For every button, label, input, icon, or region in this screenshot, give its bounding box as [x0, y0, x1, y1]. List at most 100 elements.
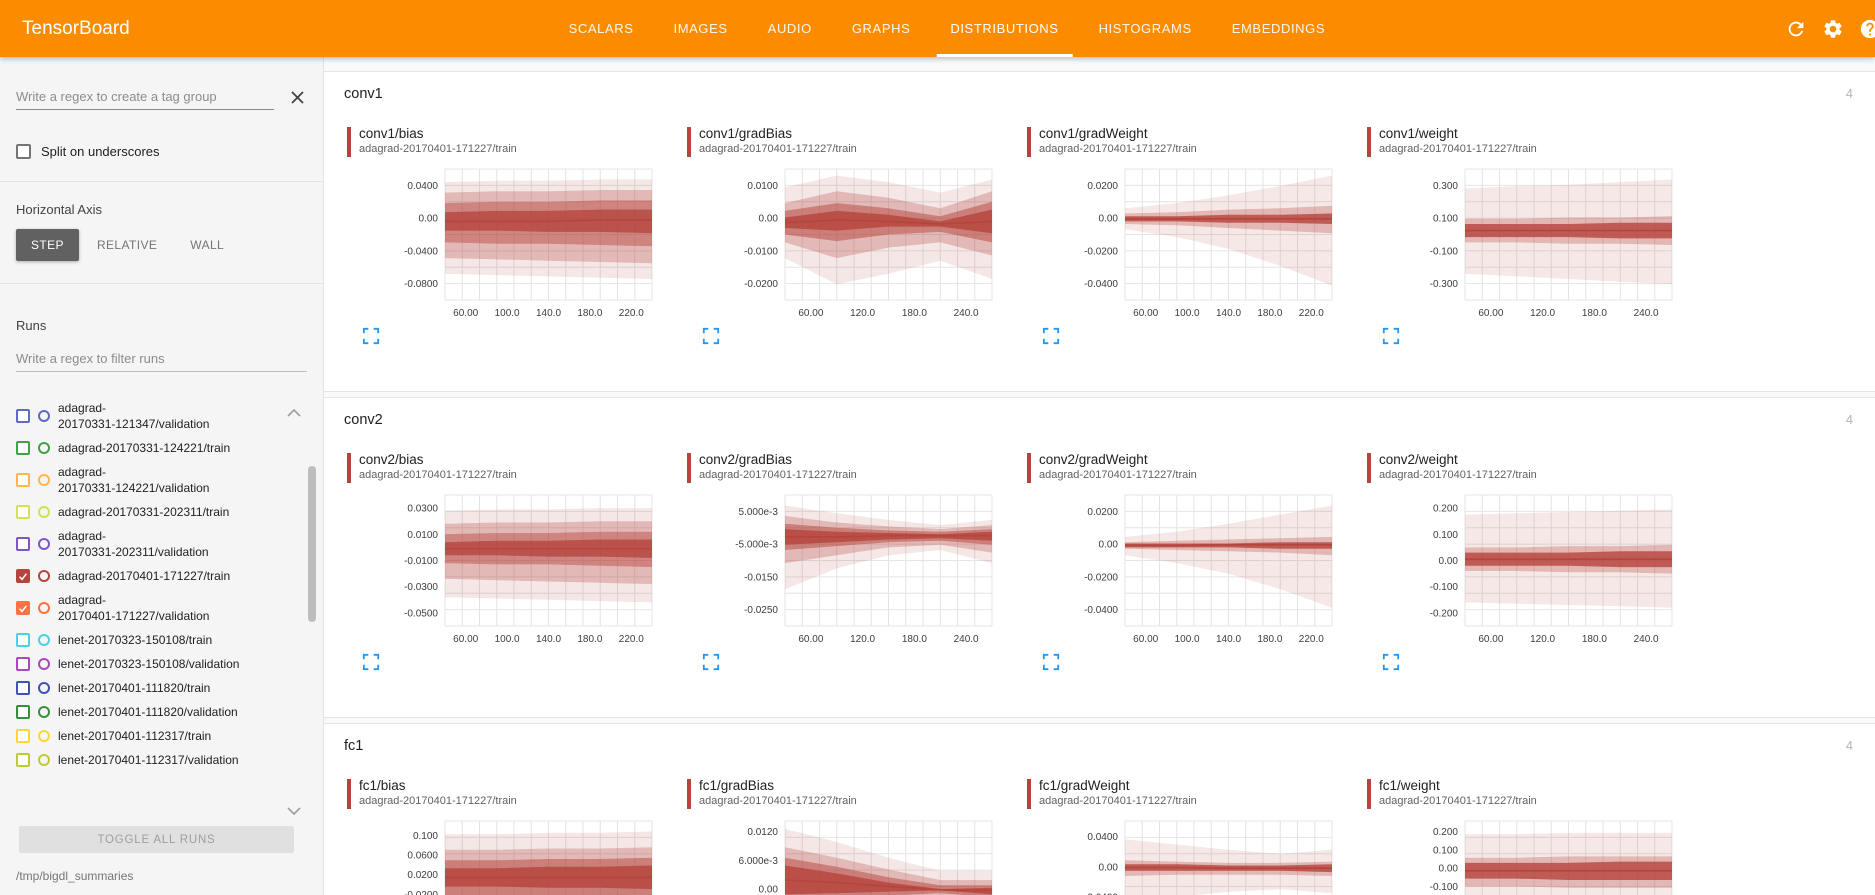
refresh-button[interactable] — [1784, 17, 1808, 41]
run-row[interactable]: adagrad- 20170331-124221/validation — [16, 460, 271, 500]
run-row[interactable]: adagrad- 20170331-121347/validation — [16, 396, 271, 436]
run-checkbox[interactable] — [16, 681, 30, 695]
tab-distributions[interactable]: DISTRIBUTIONS — [936, 0, 1073, 57]
run-checkbox[interactable] — [16, 705, 30, 719]
distribution-plot[interactable]: 0.100 0.0600 0.0200 -0.0200 — [347, 817, 657, 895]
run-row[interactable]: adagrad-20170331-202311/train — [16, 500, 271, 524]
expand-icon — [362, 327, 380, 345]
expand-chart-button[interactable] — [1382, 653, 1402, 673]
distribution-plot[interactable]: 0.0200 0.00 -0.0200 -0.0400 60.00 100.0 140.0 1… — [1027, 491, 1337, 649]
run-checkbox[interactable] — [16, 505, 30, 519]
tab-scalars[interactable]: SCALARS — [568, 21, 634, 36]
x-tick-label: 100.0 — [495, 634, 520, 645]
toggle-all-runs-button[interactable]: TOGGLE ALL RUNS — [19, 826, 294, 853]
run-color-circle[interactable] — [38, 706, 50, 718]
run-checkbox[interactable] — [16, 633, 30, 647]
run-color-circle[interactable] — [38, 410, 50, 422]
distribution-plot[interactable]: 0.0400 0.00 -0.0400 -0.0800 60.00 100.0 140.0 1… — [347, 165, 657, 323]
distribution-plot[interactable]: 0.200 0.100 0.00 -0.100 -0.200 60.00 120.0 180.… — [1367, 491, 1677, 649]
distribution-plot[interactable]: 0.0100 0.00 -0.0100 -0.0200 60.00 120.0 180.0 2… — [687, 165, 997, 323]
runs-filter-input[interactable] — [16, 345, 307, 372]
y-tick-label: -0.0100 — [404, 556, 438, 567]
run-color-circle[interactable] — [38, 730, 50, 742]
distribution-plot[interactable]: 0.200 0.100 0.00 -0.100 — [1367, 817, 1677, 895]
scroll-down-icon[interactable] — [287, 807, 301, 815]
x-tick-label: 180.0 — [577, 308, 602, 319]
x-tick-label: 60.00 — [453, 308, 478, 319]
run-color-circle[interactable] — [38, 602, 50, 614]
run-checkbox[interactable] — [16, 537, 30, 551]
axis-option-step[interactable]: STEP — [16, 229, 79, 261]
distribution-plot[interactable]: 5.000e-3 -5.000e-3 -0.0150 -0.0250 60.00 120.… — [687, 491, 997, 649]
run-row[interactable]: lenet-20170401-111820/validation — [16, 700, 271, 724]
run-row[interactable]: adagrad-20170331-124221/train — [16, 436, 271, 460]
tab-graphs[interactable]: GRAPHS — [851, 21, 911, 36]
run-row[interactable]: lenet-20170323-150108/validation — [16, 652, 271, 676]
split-underscores-checkbox[interactable] — [16, 144, 31, 159]
gear-icon — [1824, 19, 1842, 38]
axis-option-wall[interactable]: WALL — [190, 238, 225, 252]
run-checkbox[interactable] — [16, 657, 30, 671]
run-color-circle[interactable] — [38, 754, 50, 766]
scroll-up-icon[interactable] — [287, 409, 301, 417]
expand-chart-button[interactable] — [1042, 653, 1062, 673]
section-header-conv2[interactable]: conv2 4 — [324, 398, 1875, 441]
y-tick-label: 0.200 — [1433, 827, 1458, 838]
distribution-plot[interactable]: 0.0300 0.0100 -0.0100 -0.0300 -0.0500 60.00 10… — [347, 491, 657, 649]
distribution-plot[interactable]: 0.0200 0.00 -0.0200 -0.0400 60.00 100.0 140.0 1… — [1027, 165, 1337, 323]
run-checkbox[interactable] — [16, 753, 30, 767]
run-color-circle[interactable] — [38, 506, 50, 518]
help-button[interactable] — [1858, 17, 1875, 41]
expand-chart-button[interactable] — [702, 327, 722, 347]
run-row[interactable]: adagrad-20170401-171227/train — [16, 564, 271, 588]
distribution-plot[interactable]: 0.0120 6.000e-3 0.00 — [687, 817, 997, 895]
axis-option-relative[interactable]: RELATIVE — [96, 238, 158, 252]
y-tick-label: 0.0100 — [407, 530, 438, 541]
run-color-circle[interactable] — [38, 634, 50, 646]
expand-chart-button[interactable] — [1042, 327, 1062, 347]
x-tick-label: 140.0 — [1216, 634, 1241, 645]
runs-scrollbar-thumb[interactable] — [308, 466, 316, 622]
tab-embeddings[interactable]: EMBEDDINGS — [1231, 21, 1326, 36]
run-checkbox[interactable] — [16, 729, 30, 743]
chart-run-name: adagrad-20170401-171227/train — [699, 795, 857, 807]
run-color-bar — [1027, 453, 1031, 483]
section-header-fc1[interactable]: fc1 4 — [324, 724, 1875, 767]
run-color-circle[interactable] — [38, 682, 50, 694]
run-row[interactable]: lenet-20170401-112317/train — [16, 724, 271, 748]
run-color-circle[interactable] — [38, 570, 50, 582]
run-row[interactable]: lenet-20170401-112317/validation — [16, 748, 271, 772]
app-title: TensorBoard — [22, 17, 130, 39]
expand-chart-button[interactable] — [362, 653, 382, 673]
close-icon[interactable] — [288, 88, 307, 107]
distribution-plot[interactable]: 0.300 0.100 -0.100 -0.300 60.00 120.0 180.0 240… — [1367, 165, 1677, 323]
split-underscores-checkbox-row[interactable]: Split on underscores — [16, 144, 307, 159]
run-color-circle[interactable] — [38, 538, 50, 550]
run-row[interactable]: adagrad- 20170331-202311/validation — [16, 524, 271, 564]
run-checkbox[interactable] — [16, 601, 30, 615]
tab-audio[interactable]: AUDIO — [767, 21, 812, 36]
run-checkbox[interactable] — [16, 441, 30, 455]
expand-chart-button[interactable] — [362, 327, 382, 347]
y-tick-label: 0.0300 — [407, 504, 438, 515]
run-checkbox[interactable] — [16, 473, 30, 487]
expand-chart-button[interactable] — [1382, 327, 1402, 347]
run-row[interactable]: lenet-20170323-150108/train — [16, 628, 271, 652]
settings-button[interactable] — [1821, 17, 1845, 41]
run-checkbox[interactable] — [16, 569, 30, 583]
tag-regex-input[interactable] — [16, 83, 274, 110]
tab-images[interactable]: IMAGES — [673, 21, 728, 36]
section-header-conv1[interactable]: conv1 4 — [324, 72, 1875, 115]
run-color-circle[interactable] — [38, 474, 50, 486]
run-color-circle[interactable] — [38, 658, 50, 670]
divider — [0, 283, 323, 284]
run-color-circle[interactable] — [38, 442, 50, 454]
run-row[interactable]: adagrad- 20170401-171227/validation — [16, 588, 271, 628]
run-row[interactable]: lenet-20170401-111820/train — [16, 676, 271, 700]
tab-histograms[interactable]: HISTOGRAMS — [1098, 21, 1192, 36]
distribution-plot[interactable]: 0.0400 0.00 -0.0400 — [1027, 817, 1337, 895]
y-tick-label: 0.0400 — [1087, 832, 1118, 843]
median-line — [784, 219, 993, 225]
expand-chart-button[interactable] — [702, 653, 722, 673]
run-checkbox[interactable] — [16, 409, 30, 423]
